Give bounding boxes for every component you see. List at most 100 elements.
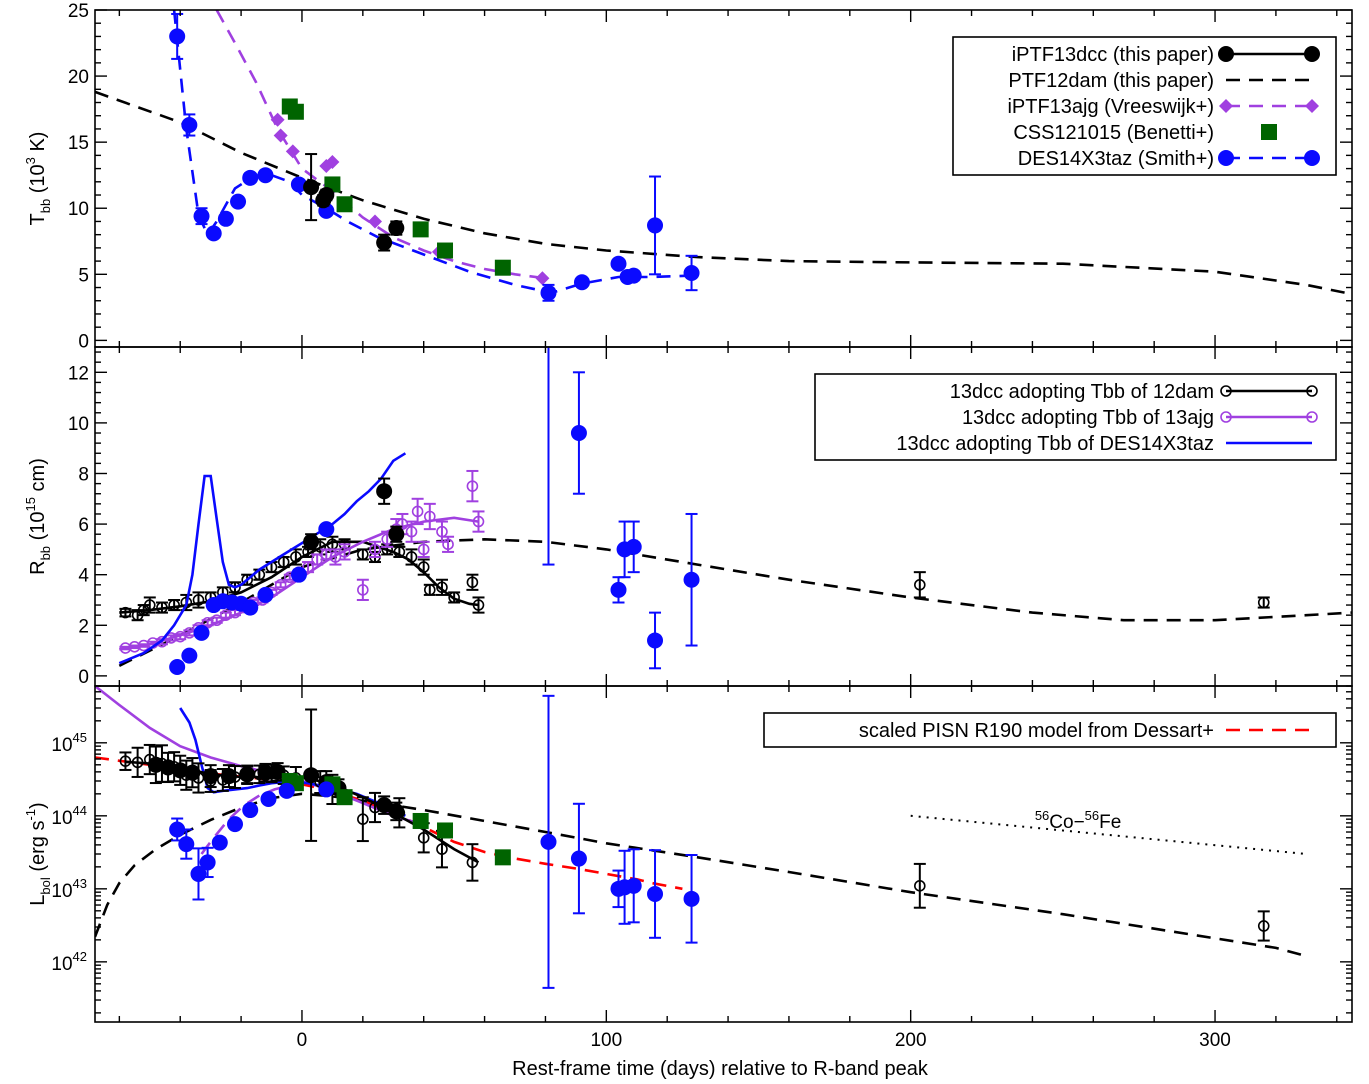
data-point [647, 632, 664, 649]
y-tick-label: 6 [78, 515, 89, 536]
model-curve [95, 90, 1352, 296]
legend-label: 13dcc adopting Tbb of 12dam [950, 381, 1214, 403]
legend-label: iPTF13dcc (this paper) [1012, 44, 1214, 66]
series-iptf13dcc-this-paper- [147, 708, 405, 842]
data-point [318, 521, 335, 538]
data-point [269, 763, 286, 780]
data-point [412, 221, 429, 238]
data-point [436, 525, 448, 538]
data-point [466, 576, 479, 589]
data-point [329, 551, 342, 563]
data-point [181, 647, 198, 664]
data-point [1257, 596, 1270, 609]
data-point [376, 797, 393, 814]
data-point [573, 274, 590, 291]
data-point [437, 822, 454, 839]
data-point [274, 579, 287, 591]
data-point [423, 510, 436, 523]
y-tick-label: 2 [78, 616, 89, 637]
y-axis-label: Rbb (1015 cm) [23, 458, 53, 575]
data-point [230, 193, 247, 210]
data-point [494, 849, 511, 866]
data-point [169, 659, 186, 676]
model-curve [172, 10, 692, 295]
data-point [192, 594, 205, 606]
panel-top: 0 5 10 15 20 25 Tbb (103 K) iPTF13dcc (this pap… [23, 1, 1353, 352]
series-css121015-benetti- [281, 98, 511, 276]
data-point [417, 543, 430, 556]
data-point [466, 480, 479, 492]
x-tick-label: 0 [297, 1030, 308, 1051]
y-tick-label: 1043 [51, 876, 87, 902]
data-point [625, 267, 642, 284]
data-point [388, 220, 405, 237]
data-point [180, 596, 193, 609]
data-point [570, 850, 587, 867]
data-point [405, 525, 418, 538]
legend-top: iPTF13dcc (this paper) PTF12dam (this pap… [952, 36, 1337, 176]
y-tick-label: 1042 [51, 949, 87, 975]
data-point [242, 169, 259, 186]
legend-label: CSS121015 (Benetti+) [1013, 122, 1214, 144]
y-tick-label: 4 [78, 566, 89, 587]
data-point [257, 764, 274, 781]
y-axis-label: Tbb (103 K) [23, 132, 53, 226]
data-point [287, 103, 304, 120]
data-point [273, 128, 288, 143]
legend-label: 13dcc adopting Tbb of 13ajg [962, 407, 1214, 429]
x-tick-label: 300 [1199, 1030, 1231, 1051]
data-point [683, 264, 700, 281]
legend-marker [1304, 46, 1320, 62]
data-point [625, 538, 642, 555]
data-point [683, 890, 700, 907]
data-point [338, 546, 351, 558]
data-point [417, 561, 430, 573]
model-curve [95, 792, 1307, 958]
model-curve [118, 452, 407, 665]
data-point [318, 187, 335, 204]
y-tick-label: 25 [68, 1, 89, 22]
x-tick-label: 200 [895, 1030, 927, 1051]
series-iptf13dcc-this-paper- [303, 477, 405, 551]
data-point [131, 756, 144, 769]
model-curve [119, 516, 479, 651]
data-point [448, 591, 460, 604]
y-tick-label: 1044 [51, 803, 87, 829]
data-point [412, 812, 429, 829]
data-point [914, 880, 926, 892]
legend-bottom: scaled PISN R190 model from Dessart+ [763, 712, 1337, 748]
data-point [143, 599, 156, 611]
data-point [436, 843, 448, 855]
legend-label: iPTF13ajg (Vreeswijk+) [1007, 96, 1214, 118]
legend-marker [1306, 385, 1318, 397]
data-point [411, 505, 424, 518]
plot-area-top [95, 10, 1352, 302]
series-13dcc-adopting-tbb-of-des14x3taz [118, 452, 407, 665]
data-point [168, 599, 180, 611]
legend-marker [1218, 150, 1234, 166]
y-tick-label: 0 [78, 331, 89, 352]
series-des14x3taz-smith- [172, 10, 692, 295]
series-iptf13dcc-this-paper- [303, 153, 405, 252]
data-point [357, 813, 369, 825]
series-iptf13ajg-vreeswijk- [215, 10, 546, 280]
data-point [184, 764, 201, 781]
data-point [436, 581, 448, 594]
data-point [683, 571, 700, 588]
legend-marker [1220, 411, 1232, 423]
data-point [290, 551, 302, 563]
y-tick-label: 12 [68, 363, 89, 384]
y-tick-label: 8 [78, 464, 89, 485]
data-point [393, 546, 406, 558]
data-point [242, 599, 259, 616]
data-point [318, 781, 335, 798]
data-point [260, 790, 277, 807]
y-tick-label: 5 [78, 265, 89, 286]
data-point [1257, 920, 1270, 932]
data-point [535, 271, 550, 286]
data-point [193, 624, 210, 641]
data-point [357, 548, 369, 561]
series-css121015-benetti- [281, 772, 511, 866]
data-point [239, 766, 256, 783]
data-point [119, 606, 132, 619]
